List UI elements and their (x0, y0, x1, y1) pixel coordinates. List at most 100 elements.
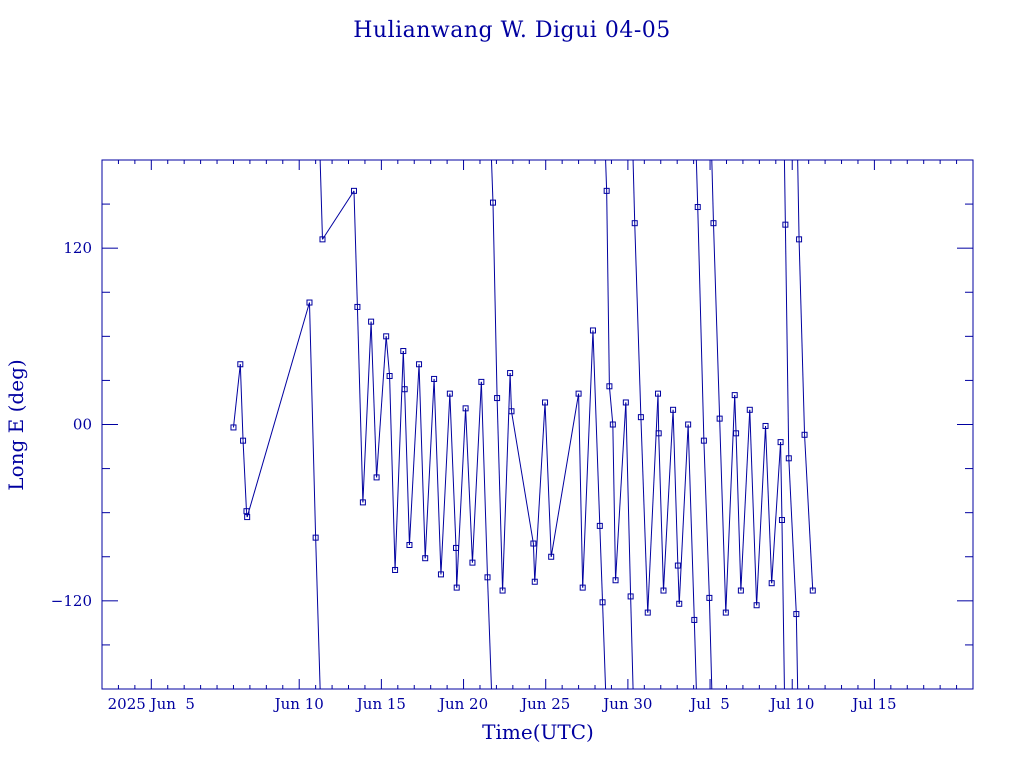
chart-title: Hulianwang W. Digui 04-05 (353, 18, 671, 43)
series-segment (658, 433, 664, 591)
data-point (489, 199, 496, 206)
series-segment (634, 223, 642, 418)
series-segment (606, 190, 610, 387)
series-segment (625, 402, 632, 597)
x-tick-label: 2025 Jun 5 (108, 695, 195, 713)
series-segment (605, 160, 608, 191)
series-segment (765, 425, 773, 584)
data-point (777, 439, 784, 446)
data-point (746, 406, 753, 413)
series-segment (242, 440, 247, 512)
series-segment (735, 433, 742, 591)
axis-ticks (102, 160, 973, 689)
data-point (596, 522, 603, 529)
series-segment (385, 336, 391, 377)
series-segment (804, 434, 814, 591)
data-point (453, 584, 460, 591)
data-point (603, 187, 610, 194)
series-segment (795, 614, 799, 689)
series-segment (509, 373, 512, 412)
data-point (731, 392, 738, 399)
series-segment (322, 190, 355, 240)
series-segment (376, 336, 387, 478)
series-segment (783, 160, 786, 225)
series-segment (615, 402, 627, 581)
data-point (446, 390, 453, 397)
series-segment (418, 364, 426, 559)
series-segment (490, 160, 494, 203)
series-segment (356, 306, 364, 503)
data-point (733, 430, 740, 437)
series-segment (408, 364, 420, 546)
data-point (660, 587, 667, 594)
series-segment (630, 596, 634, 689)
series-segment (749, 409, 758, 606)
series-segment (389, 375, 396, 570)
data-point (670, 406, 677, 413)
series-segment (640, 417, 649, 613)
data-point (237, 361, 244, 368)
series-points (230, 187, 816, 623)
data-point (706, 594, 713, 601)
data-point (782, 221, 789, 228)
data-point (612, 577, 619, 584)
series-segment (308, 302, 317, 538)
data-point (579, 584, 586, 591)
series-segment (784, 224, 790, 459)
data-point (548, 553, 555, 560)
data-point (737, 587, 744, 594)
series-segment (246, 302, 310, 518)
series-segment (315, 537, 321, 689)
x-axis-label: Time(UTC) (482, 720, 594, 744)
data-point (796, 236, 803, 243)
data-point (401, 386, 408, 393)
data-point (685, 421, 692, 428)
data-point (676, 600, 683, 607)
data-point (655, 390, 662, 397)
x-tick-label: Jun 15 (355, 695, 406, 713)
data-point (622, 399, 629, 406)
series-segment (740, 409, 751, 591)
y-tick-label: −120 (51, 592, 92, 610)
series-segment (687, 424, 695, 620)
data-point (694, 204, 701, 211)
series-segment (510, 411, 534, 544)
data-point (383, 333, 390, 340)
data-point (373, 474, 380, 481)
data-point (306, 299, 313, 306)
series-segment (780, 442, 783, 521)
data-point (244, 514, 251, 521)
data-point (354, 303, 361, 310)
series-segment (719, 418, 727, 613)
series-segment (402, 351, 406, 390)
series-segment (232, 364, 241, 428)
series-segment (797, 160, 800, 240)
series-segment (544, 402, 552, 557)
data-point (240, 437, 247, 444)
series-segment (756, 425, 767, 606)
series-segment (708, 597, 713, 689)
series-segment (319, 160, 323, 240)
series-segment (712, 223, 721, 419)
series-segment (394, 351, 404, 570)
y-tick-label: 120 (63, 239, 92, 257)
data-point (484, 574, 491, 581)
series-segment (449, 393, 457, 548)
data-point (768, 580, 775, 587)
series-segment (599, 525, 604, 603)
data-point (453, 544, 460, 551)
data-point (575, 390, 582, 397)
series-segment (693, 619, 697, 689)
series-segment (678, 424, 689, 604)
data-point (319, 236, 326, 243)
data-point (762, 422, 769, 429)
series-segment (582, 330, 594, 588)
x-tick-label: Jun 20 (437, 695, 488, 713)
series-segment (703, 440, 710, 598)
series-segment (496, 398, 504, 591)
series-segment (798, 239, 806, 435)
series-segment (465, 408, 473, 563)
data-point (778, 517, 785, 524)
tick-labels: −120 00 120 2025 Jun 5 Jun 10 Jun 15 Jun 20 Jun… (51, 239, 897, 713)
